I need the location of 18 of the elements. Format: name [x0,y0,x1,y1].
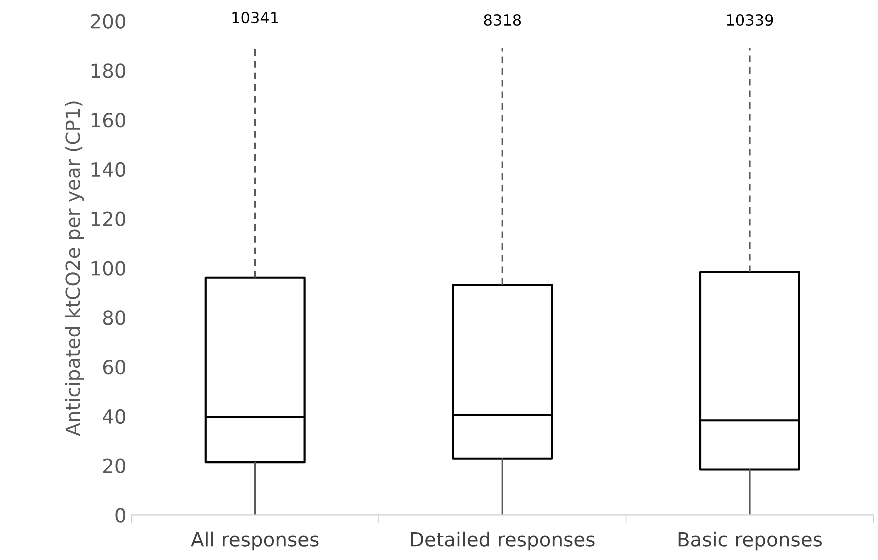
x-tick-label: All responses [191,532,319,551]
y-tick-label: 120 [92,212,126,227]
annotation: 10341 [232,12,278,24]
y-axis-title: Anticipated ktCO2e per year (CP1) [65,102,84,436]
y-tick-label: 20 [104,458,126,474]
annotation: 8318 [484,14,522,26]
annotation: 10339 [727,14,774,26]
x-tick-label: Detailed responses [411,532,595,551]
y-tick-label: 100 [92,261,126,276]
y-tick-label: 140 [92,162,126,178]
x-tick-label: Basic reponses [678,532,822,551]
y-tick-label: 60 [103,360,126,375]
y-tick-label: 160 [92,113,126,128]
y-tick-label: 0 [116,508,126,523]
y-tick-label: 80 [103,310,126,326]
y-tick-label: 200 [91,14,126,29]
y-tick-label: 180 [92,64,126,78]
y-tick-label: 40 [103,409,126,424]
